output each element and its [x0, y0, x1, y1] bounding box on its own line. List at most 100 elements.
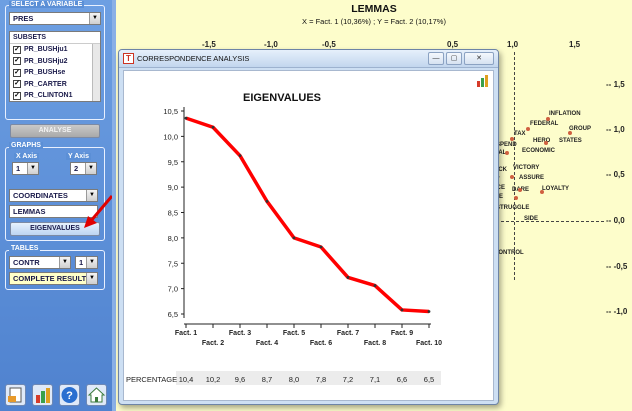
- analyse-button[interactable]: ANALYSE: [10, 124, 100, 138]
- plot-y-tick: -- -0,5: [606, 262, 628, 271]
- plot-y-tick-label: 0,0: [613, 216, 625, 225]
- chevron-down-icon[interactable]: ▼: [85, 163, 96, 174]
- eigenvalue-point: [238, 154, 242, 158]
- plot-x-zero-line: [514, 52, 515, 280]
- checkbox-checked-icon[interactable]: ✓: [13, 57, 21, 66]
- eigenvalue-point: [211, 125, 215, 129]
- eigenvalue-point: [400, 308, 404, 312]
- graphs-caption: GRAPHS: [9, 142, 43, 149]
- chevron-down-icon[interactable]: ▼: [86, 257, 97, 268]
- percentage-value: 6,5: [423, 375, 435, 384]
- plot-y-tick: -- 0,5: [606, 170, 625, 179]
- home-icon[interactable]: [86, 384, 107, 406]
- checkbox-checked-icon[interactable]: ✓: [13, 68, 21, 77]
- subset-item[interactable]: ✓ PR_BUSHse: [10, 67, 100, 79]
- plot-y-tick: -- 1,5: [606, 80, 625, 89]
- eigenvalue-point: [184, 116, 188, 120]
- checkbox-checked-icon[interactable]: ✓: [13, 80, 21, 89]
- eigenvalues-line: [185, 116, 430, 314]
- plot-word-label: HERO: [533, 138, 551, 144]
- control-panel: SELECT A VARIABLE PRES ▼ SUBSETS ✓ PR_BUS…: [0, 0, 114, 411]
- percentage-value: 9,6: [234, 375, 246, 384]
- plot-word-label: FEDERAL: [530, 121, 559, 127]
- plot-word-label: ASSURE: [519, 175, 545, 181]
- chart-x-tick-label: Fact. 7: [337, 330, 359, 337]
- chart-y-tick-label: 10,5: [163, 107, 178, 116]
- help-icon[interactable]: ?: [59, 384, 80, 406]
- eigenvalue-point: [373, 284, 377, 287]
- tables-number: 1: [79, 258, 84, 267]
- percentage-value: 10,4: [178, 375, 194, 384]
- subset-item[interactable]: ✓ PR_CLINTON1: [10, 90, 100, 102]
- chart-y-tick-label: 6,5: [168, 310, 178, 319]
- variable-select[interactable]: PRES ▼: [9, 12, 101, 25]
- y-axis-select[interactable]: 2 ▼: [70, 162, 97, 175]
- eigenvalue-point: [427, 310, 431, 313]
- chart-y-tick-label: 7,0: [168, 285, 178, 294]
- chart-x-tick-label: Fact. 3: [229, 330, 251, 337]
- chevron-down-icon[interactable]: ▼: [59, 257, 70, 268]
- y-axis-caption: Y Axis: [66, 153, 92, 160]
- subsets-list[interactable]: SUBSETS ✓ PR_BUSHju1 ✓ PR_BUSHju2 ✓ PR_BUSHse…: [9, 31, 101, 102]
- chart-tools-icon[interactable]: [32, 384, 53, 406]
- minimize-button[interactable]: —: [428, 52, 444, 65]
- maximize-button[interactable]: ▢: [446, 52, 462, 65]
- tables-number-select[interactable]: 1 ▼: [75, 256, 98, 269]
- open-file-icon[interactable]: [5, 384, 26, 406]
- chart-area: EIGENVALUES 6,5 7,0 7,5 8,0 8,5 9,0 9,5 10,0 10,5…: [123, 70, 494, 401]
- plot-point: [540, 190, 544, 194]
- checkbox-checked-icon[interactable]: ✓: [13, 45, 21, 54]
- plot-point: [568, 131, 572, 135]
- plot-subtitle: X = Fact. 1 (10,36%) ; Y = Fact. 2 (10,1…: [302, 17, 446, 26]
- plot-point: [518, 188, 522, 192]
- chevron-down-icon[interactable]: ▼: [86, 273, 97, 284]
- plot-y-tick-label: 1,5: [613, 80, 625, 89]
- plot-y-tick-label: -1,0: [613, 307, 628, 316]
- chart-y-tick-label: 10,0: [163, 132, 178, 141]
- window-titlebar[interactable]: T CORRESPONDENCE ANALYSIS — ▢ ✕: [119, 50, 498, 68]
- plot-zero-line: [496, 221, 604, 222]
- plot-word-label: CONTROL: [494, 250, 524, 256]
- subsets-scrollbar[interactable]: [92, 44, 100, 101]
- tables-caption: TABLES: [9, 245, 41, 252]
- chart-x-tick-label: Fact. 10: [416, 340, 442, 347]
- plot-x-tick: 1,0: [507, 40, 519, 49]
- complete-result-select[interactable]: COMPLETE RESULT ▼: [9, 272, 98, 285]
- chart-x-tick-label: Fact. 6: [310, 340, 332, 347]
- plot-word-label: ECONOMIC: [522, 148, 555, 154]
- plot-y-tick: -- 0,0: [606, 216, 625, 225]
- chart-y-tick-label: 8,0: [168, 234, 178, 243]
- close-button[interactable]: ✕: [464, 52, 494, 65]
- eigenvalues-button[interactable]: EIGENVALUES: [10, 222, 100, 236]
- tables-select[interactable]: CONTR ▼: [9, 256, 71, 269]
- eigenvalue-point: [319, 245, 323, 249]
- plot-x-tick: -0,5: [322, 40, 336, 49]
- coordinates-value: COORDINATES: [13, 191, 68, 200]
- checkbox-checked-icon[interactable]: ✓: [13, 91, 21, 100]
- plot-title: LEMMAS: [351, 3, 397, 15]
- chart-x-tick-label: Fact. 8: [364, 340, 386, 347]
- chevron-down-icon[interactable]: ▼: [27, 163, 38, 174]
- y-axis-value: 2: [74, 164, 79, 173]
- subset-item[interactable]: ✓ PR_CARTER: [10, 79, 100, 91]
- coordinates-select[interactable]: COORDINATES ▼: [9, 189, 98, 202]
- eigenvalue-point: [265, 199, 269, 203]
- chart-x-tick-label: Fact. 9: [391, 330, 413, 337]
- svg-text:?: ?: [66, 390, 73, 402]
- correspondence-analysis-window[interactable]: T CORRESPONDENCE ANALYSIS — ▢ ✕ EIGENVAL…: [118, 49, 499, 405]
- x-axis-select[interactable]: 1 ▼: [12, 162, 39, 175]
- x-axis-caption: X Axis: [14, 153, 40, 160]
- plot-y-tick: -- 1,0: [606, 125, 625, 134]
- eigenvalues-chart: EIGENVALUES 6,5 7,0 7,5 8,0 8,5 9,0 9,5 10,0 10,5…: [163, 92, 442, 347]
- chevron-down-icon[interactable]: ▼: [86, 190, 97, 201]
- plot-x-tick: -1,0: [264, 40, 278, 49]
- subset-item[interactable]: ✓ PR_BUSHju1: [10, 44, 100, 56]
- lemmas-field[interactable]: LEMMAS: [9, 205, 98, 218]
- panel-splitter[interactable]: [112, 0, 116, 411]
- chevron-down-icon[interactable]: ▼: [89, 13, 100, 24]
- plot-word-label: VICTORY: [513, 165, 540, 171]
- chart-type-icon[interactable]: [476, 74, 490, 88]
- percentage-value: 6,6: [396, 375, 408, 384]
- subset-item[interactable]: ✓ PR_BUSHju2: [10, 56, 100, 68]
- app-icon: T: [123, 53, 134, 64]
